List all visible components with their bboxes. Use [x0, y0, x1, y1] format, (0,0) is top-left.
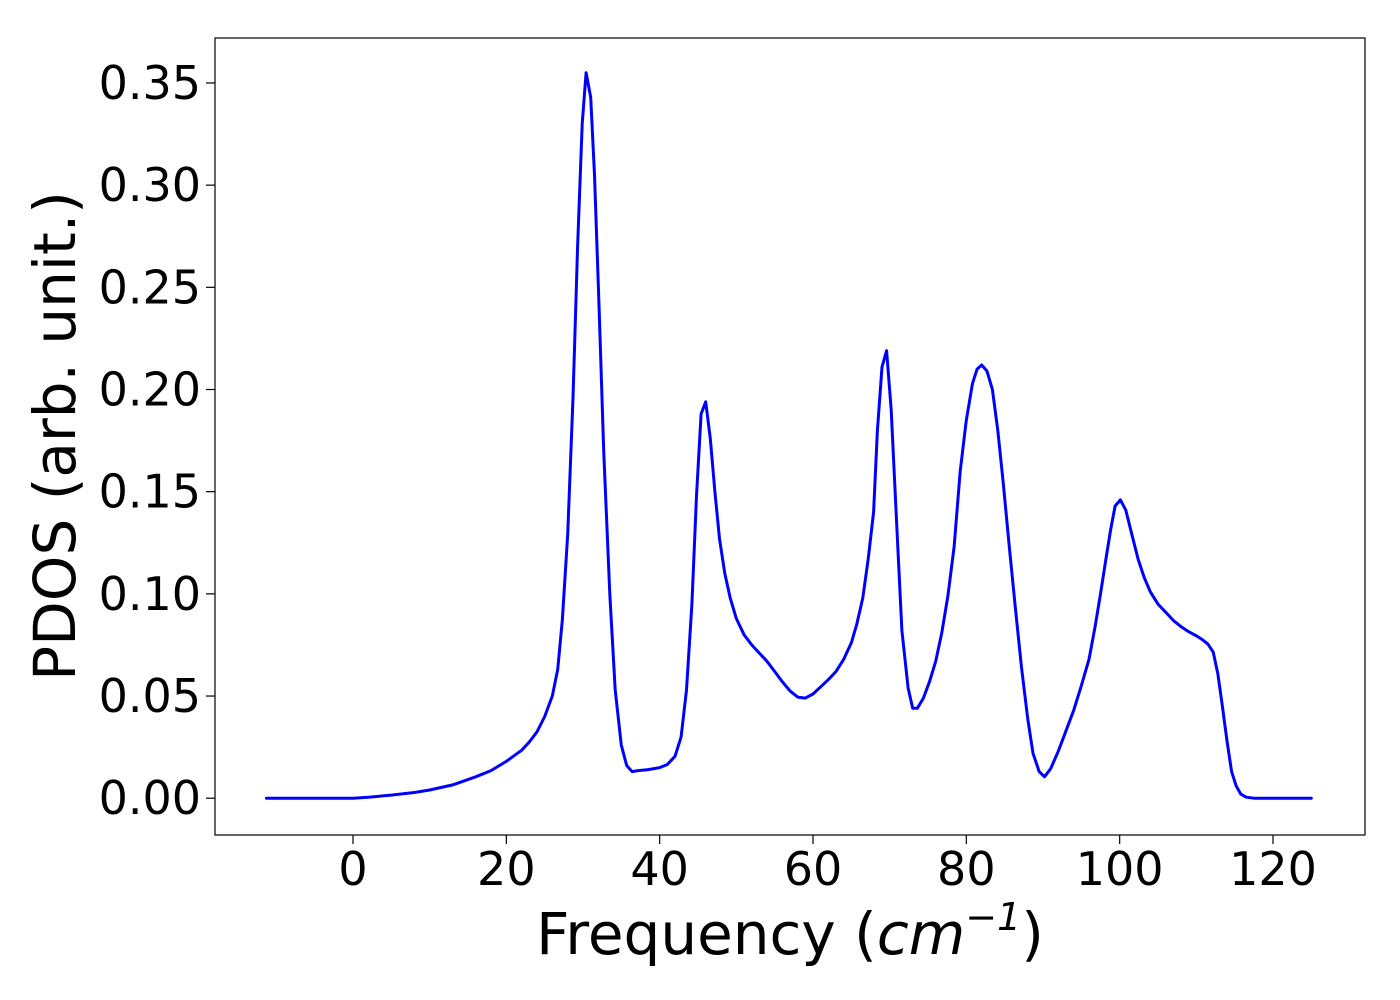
x-axis-ticks: 0 20 40 60 80 100 120	[338, 835, 1317, 896]
y-tick-label: 0.25	[99, 260, 201, 314]
x-tick-label: 120	[1229, 842, 1317, 896]
x-tick-label: 80	[937, 842, 996, 896]
x-axis-label-suffix: )	[1021, 900, 1044, 968]
x-axis-label-unit: cm	[877, 900, 965, 968]
x-axis-label-prefix: Frequency (	[536, 900, 877, 968]
x-tick-label: 0	[338, 842, 367, 896]
series-layer	[264, 71, 1313, 800]
x-tick-label: 60	[784, 842, 843, 896]
y-tick-label: 0.10	[99, 567, 201, 621]
x-axis-label: Frequency (cm−1)	[536, 895, 1044, 968]
y-tick-label: 0.35	[99, 56, 201, 110]
y-tick-label: 0.00	[99, 771, 201, 825]
y-tick-label: 0.15	[99, 465, 201, 519]
y-axis-label: PDOS (arb. unit.)	[21, 191, 89, 681]
y-tick-label: 0.20	[99, 362, 201, 416]
y-tick-label: 0.30	[99, 158, 201, 212]
pdos-series-line	[264, 71, 1313, 800]
x-axis-label-exponent: −1	[965, 895, 1021, 939]
plot-frame	[214, 37, 1366, 836]
x-tick-label: 40	[630, 842, 689, 896]
x-tick-label: 20	[477, 842, 536, 896]
x-tick-label: 100	[1076, 842, 1164, 896]
y-tick-label: 0.05	[99, 669, 201, 723]
y-axis-ticks: 0.00 0.05 0.10 0.15 0.20 0.25 0.30 0.35	[99, 56, 215, 825]
